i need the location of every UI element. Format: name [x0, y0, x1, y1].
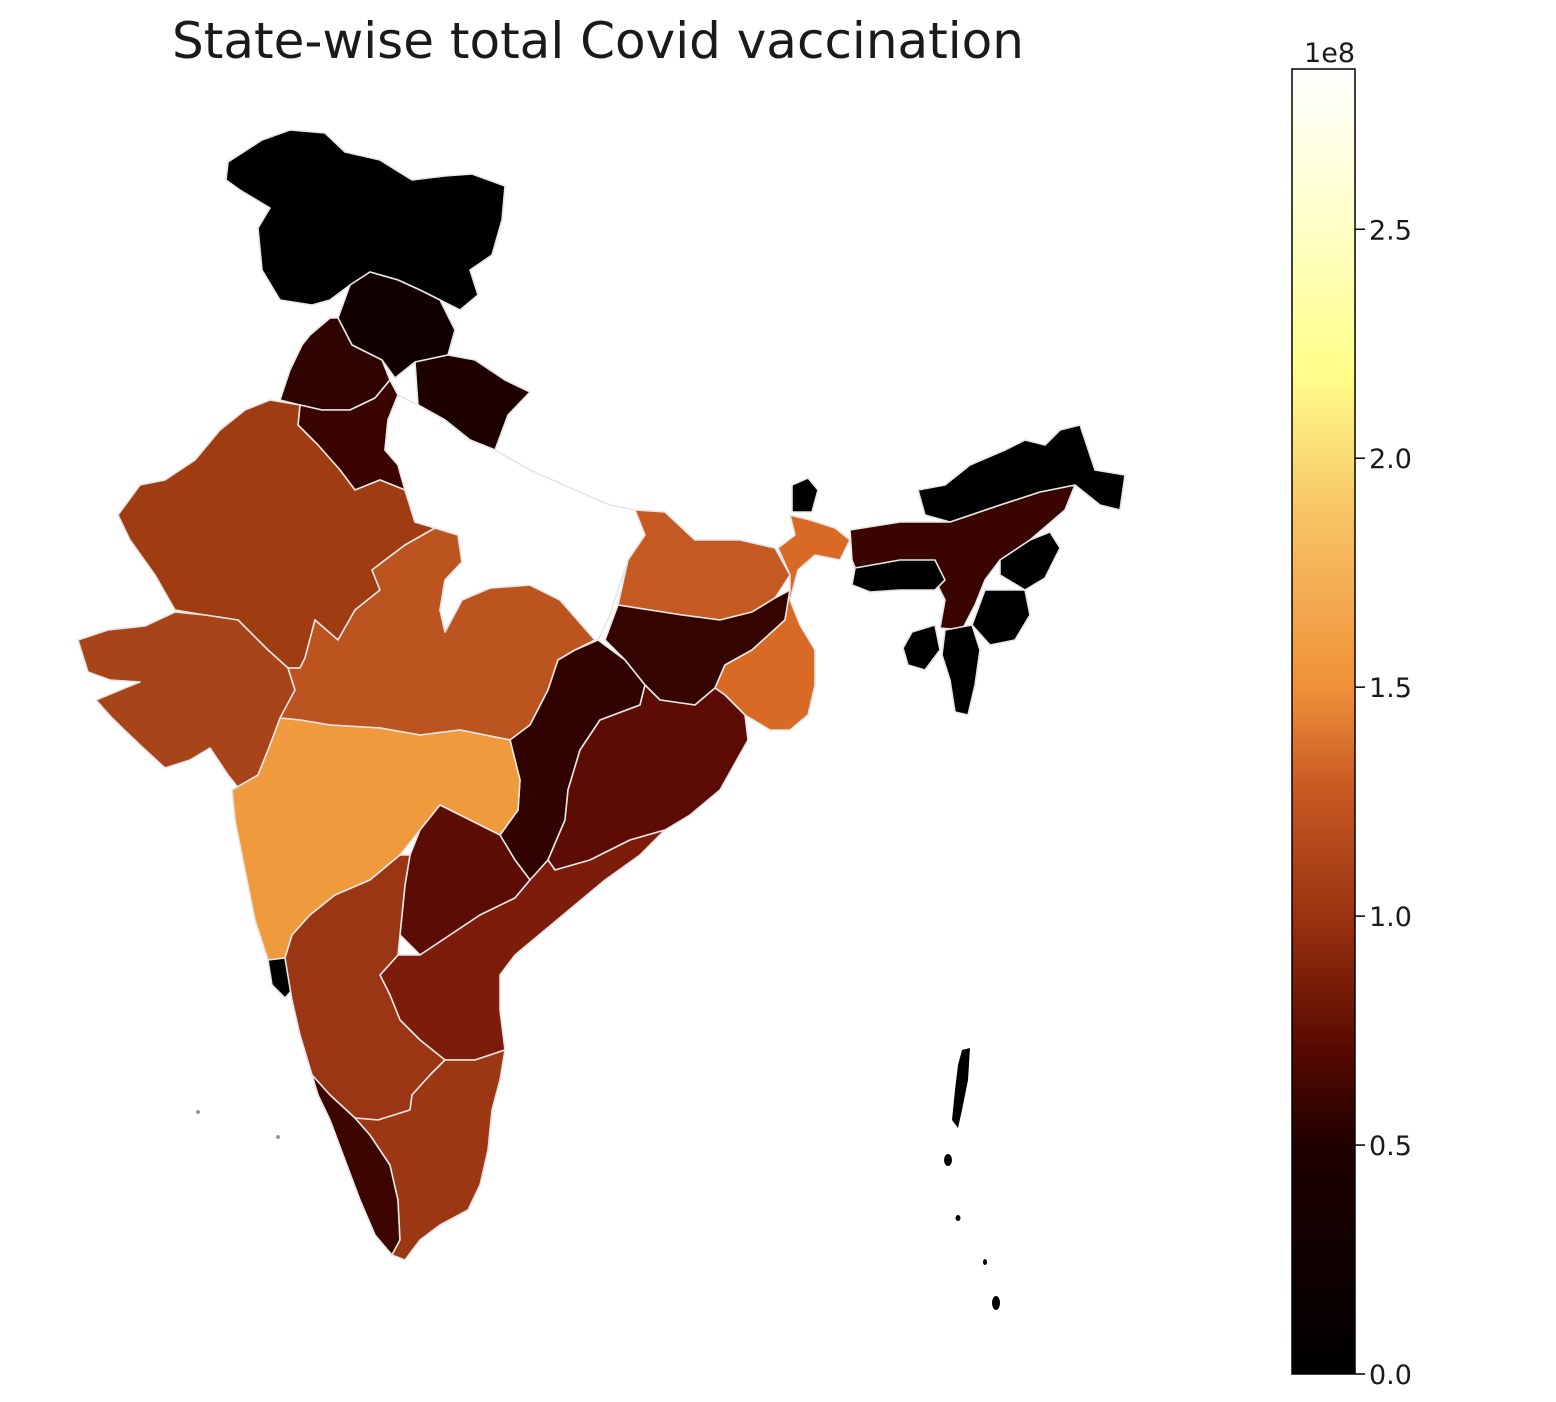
region-island-2 — [955, 1215, 961, 1221]
colorbar-multiplier: 1e8 — [1304, 38, 1355, 69]
colorbar-ticks: 0.0 0.5 1.0 1.5 2.0 2.5 — [1355, 215, 1412, 1391]
region-sikkim — [791, 477, 819, 513]
region-tripura — [902, 624, 941, 671]
colorbar-tick-label: 1.5 — [1369, 673, 1412, 704]
colorbar-tick-label: 2.5 — [1369, 215, 1412, 246]
region-meghalaya — [851, 559, 946, 593]
colorbar-tick-label: 0.5 — [1369, 1131, 1412, 1162]
region-nagaland — [999, 531, 1061, 591]
map-title: State-wise total Covid vaccination — [172, 12, 1024, 70]
region-jammu-kashmir — [225, 129, 506, 311]
region-uttar-pradesh — [384, 394, 646, 641]
colorbar-gradient — [1291, 68, 1356, 1375]
region-andaman-islands — [952, 1048, 970, 1128]
colorbar-tick-label: 2.0 — [1369, 444, 1412, 475]
colorbar-tick-label: 0.0 — [1369, 1360, 1412, 1391]
region-tamil-nadu — [354, 1049, 506, 1261]
region-lakshadweep-1 — [196, 1110, 200, 1114]
region-mizoram — [941, 624, 981, 716]
region-andhra-pradesh — [379, 829, 666, 1061]
region-west-bengal — [714, 514, 851, 731]
region-island-1 — [944, 1154, 952, 1166]
region-island-4 — [983, 1259, 987, 1265]
region-island-3 — [992, 1296, 1000, 1310]
region-arunachal-pradesh — [917, 424, 1126, 523]
colorbar-tick-label: 1.0 — [1369, 902, 1412, 933]
region-lakshadweep-2 — [276, 1135, 280, 1139]
